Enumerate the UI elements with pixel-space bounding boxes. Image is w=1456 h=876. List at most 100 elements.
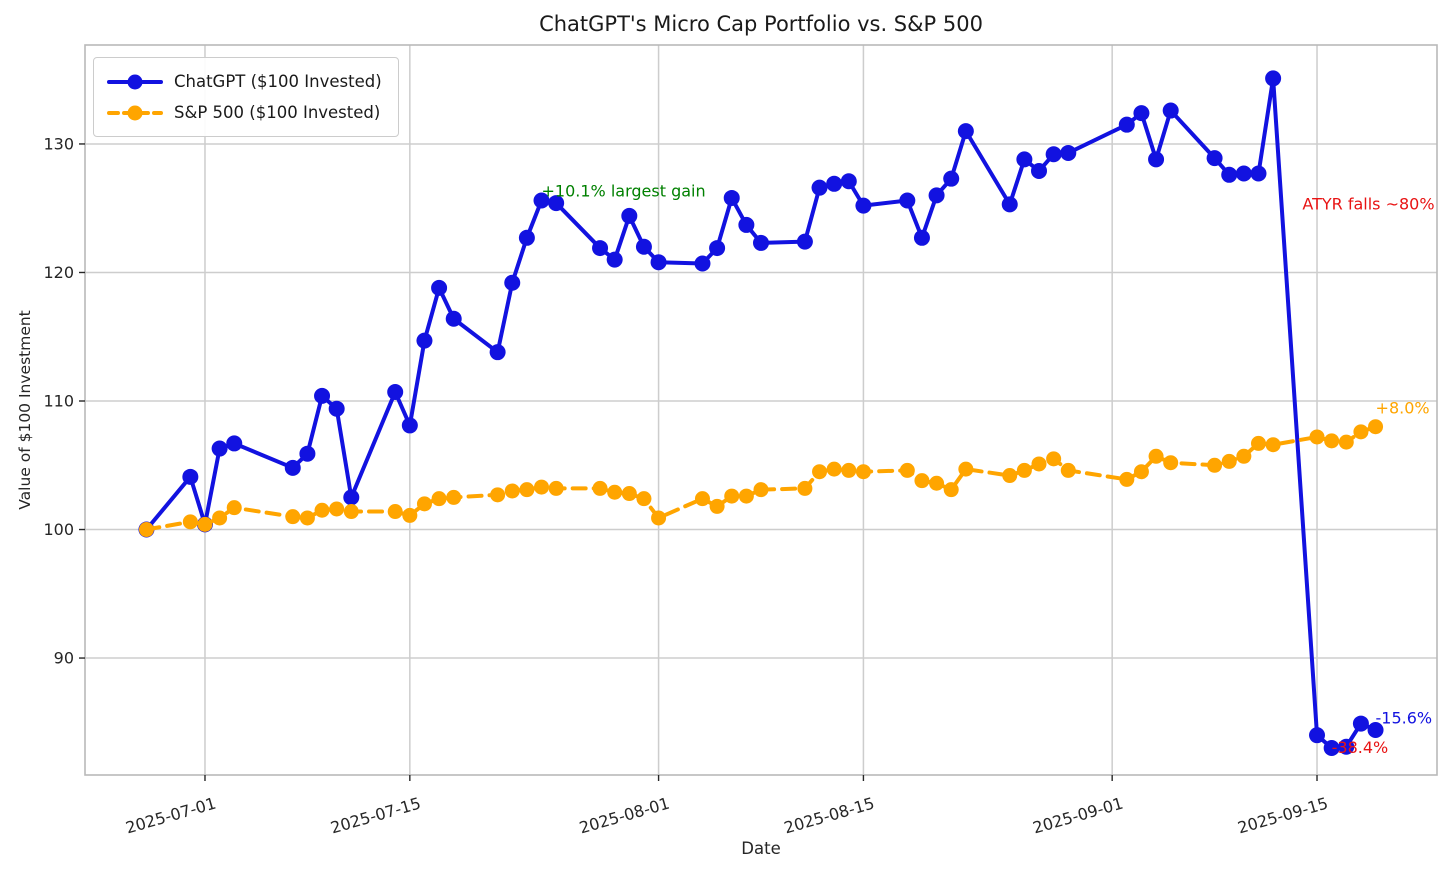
chatgpt-series-point bbox=[796, 233, 813, 250]
chatgpt-series-point bbox=[343, 489, 360, 506]
sp500-series-point bbox=[607, 484, 623, 500]
sp500-series-point bbox=[1221, 453, 1237, 469]
sp500-series-point bbox=[548, 480, 564, 496]
sp500-series-point bbox=[1046, 451, 1062, 467]
chatgpt-series-point bbox=[504, 274, 521, 291]
chatgpt-series-point bbox=[943, 170, 960, 187]
sp500-series-point bbox=[1060, 462, 1076, 478]
sp500-series-point bbox=[709, 498, 725, 514]
x-tick-label: 2025-09-15 bbox=[1236, 794, 1331, 838]
sp500-series-point bbox=[329, 501, 345, 517]
sp500-series-point bbox=[1353, 424, 1369, 440]
y-axis-label: Value of $100 Investment bbox=[16, 310, 34, 510]
annotation: -38.4% bbox=[1332, 738, 1389, 757]
chatgpt-series-point bbox=[1367, 722, 1384, 739]
chatgpt-series-point bbox=[328, 400, 345, 417]
legend: ChatGPT ($100 Invested) S&P 500 ($100 In… bbox=[93, 57, 399, 137]
chatgpt-series-point bbox=[723, 189, 740, 206]
sp500-series-point bbox=[724, 488, 740, 504]
sp500-series-point bbox=[285, 509, 301, 525]
chatgpt-series-point bbox=[1235, 165, 1252, 182]
chatgpt-series-point bbox=[387, 384, 404, 401]
chatgpt-series-point bbox=[738, 216, 755, 233]
chatgpt-series-point bbox=[416, 332, 433, 349]
sp500-series-point bbox=[212, 510, 228, 526]
sp500-series-point bbox=[1250, 435, 1266, 451]
sp500-series-point bbox=[855, 464, 871, 480]
sp500-series-point bbox=[929, 475, 945, 491]
sp500-series-point bbox=[753, 482, 769, 498]
sp500-series-point bbox=[1324, 433, 1340, 449]
sp500-series-point bbox=[534, 479, 550, 495]
chatgpt-series-point bbox=[635, 238, 652, 255]
sp500-series-point bbox=[1368, 419, 1384, 435]
sp500-series-point bbox=[343, 504, 359, 520]
sp500-series-point bbox=[314, 502, 330, 518]
chatgpt-series-point bbox=[650, 254, 667, 271]
sp500-series-point bbox=[416, 496, 432, 512]
chatgpt-series-point bbox=[592, 240, 609, 257]
sp500-series-point bbox=[738, 488, 754, 504]
chatgpt-series-point bbox=[753, 234, 769, 251]
sp500-series-point bbox=[431, 491, 447, 507]
x-tick-label: 2025-07-01 bbox=[123, 794, 218, 838]
chatgpt-series-point bbox=[533, 192, 550, 209]
chatgpt-series-point bbox=[1309, 727, 1326, 744]
chatgpt-series-point bbox=[1221, 166, 1238, 183]
x-tick-label: 2025-07-15 bbox=[328, 794, 423, 838]
annotation: +10.1% largest gain bbox=[542, 182, 706, 201]
chatgpt-series-point bbox=[928, 187, 945, 204]
sp500-line-sample-icon bbox=[107, 105, 163, 120]
chatgpt-series-point bbox=[840, 173, 857, 190]
chatgpt-series-point bbox=[899, 192, 916, 209]
chatgpt-series-point bbox=[855, 197, 872, 214]
sp500-series-point bbox=[592, 480, 608, 496]
chatgpt-series-point bbox=[431, 279, 448, 296]
x-tick-label: 2025-08-01 bbox=[577, 794, 672, 838]
plot-border bbox=[84, 44, 1438, 776]
chatgpt-series-point bbox=[1133, 105, 1150, 122]
sp500-series-point bbox=[694, 491, 710, 507]
sp500-series-point bbox=[943, 482, 959, 498]
x-tick-label: 2025-09-01 bbox=[1031, 794, 1126, 838]
chatgpt-series-point bbox=[182, 468, 199, 485]
sp500-series-point bbox=[1338, 434, 1354, 450]
x-tick-label: 2025-08-15 bbox=[782, 794, 877, 838]
chart-title: ChatGPT's Micro Cap Portfolio vs. S&P 50… bbox=[539, 12, 983, 36]
chatgpt-series-point bbox=[314, 387, 331, 404]
chatgpt-series-point bbox=[811, 179, 828, 196]
sp500-series-point bbox=[446, 489, 462, 505]
sp500-series-sample-marker bbox=[127, 105, 143, 120]
chatgpt-series-point bbox=[709, 240, 726, 257]
sp500-series-point bbox=[1002, 468, 1018, 484]
sp500-series-point bbox=[812, 464, 828, 480]
chatgpt-series-point bbox=[913, 229, 930, 246]
legend-label-chatgpt: ChatGPT ($100 Invested) bbox=[174, 72, 382, 91]
chatgpt-series-point bbox=[299, 445, 316, 462]
chatgpt-series-point bbox=[489, 344, 506, 361]
chatgpt-series-point bbox=[1338, 738, 1355, 755]
chatgpt-series-point bbox=[1265, 70, 1282, 87]
sp500-series-point bbox=[1133, 464, 1149, 480]
chatgpt-series-point bbox=[621, 207, 638, 224]
chatgpt-series-point bbox=[1001, 196, 1018, 213]
chatgpt-series-point bbox=[1060, 144, 1077, 161]
chatgpt-series-point bbox=[1045, 146, 1062, 163]
chatgpt-series-point bbox=[518, 229, 535, 246]
y-tick-label: 100 bbox=[43, 520, 74, 539]
sp500-series-point bbox=[299, 510, 315, 526]
sp500-series-point bbox=[402, 507, 418, 523]
sp500-series-point bbox=[490, 487, 506, 503]
annotation: ATYR falls ~80% bbox=[1302, 194, 1434, 213]
sp500-series-point bbox=[519, 482, 535, 498]
annotation: +8.0% bbox=[1376, 399, 1430, 418]
sp500-series-point bbox=[1309, 429, 1325, 445]
x-axis-label: Date bbox=[741, 839, 781, 858]
chatgpt-series-point bbox=[1323, 740, 1340, 757]
sp500-series-point bbox=[1236, 448, 1252, 464]
y-tick-label: 90 bbox=[54, 649, 74, 668]
sp500-series-point bbox=[899, 462, 915, 478]
sp500-series-point bbox=[387, 504, 403, 520]
chatgpt-series-point bbox=[606, 251, 623, 268]
